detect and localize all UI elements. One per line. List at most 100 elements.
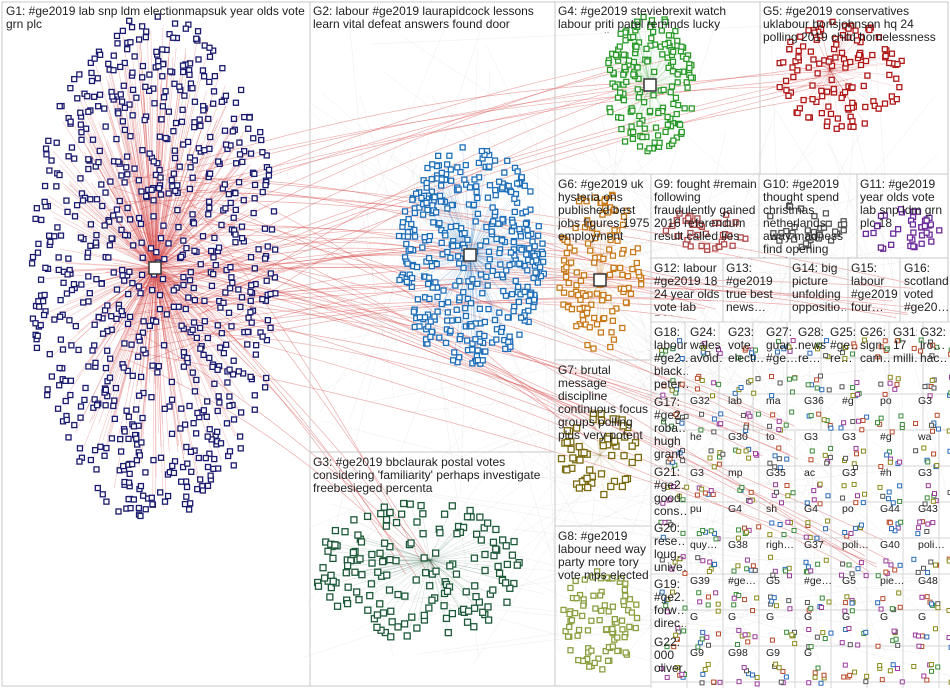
node [124,171,131,178]
node [804,227,811,234]
edge [320,420,943,581]
node [862,103,869,111]
node [88,69,95,77]
node [156,133,163,140]
node [660,500,666,506]
node [104,302,111,309]
edge [561,92,853,638]
node [948,351,950,357]
node [925,570,931,576]
edge [146,31,156,269]
node [484,616,493,624]
node [767,423,773,429]
node [247,373,254,381]
node [190,284,197,292]
node [89,136,97,143]
node [715,631,721,637]
node [205,211,212,218]
edge [137,283,918,309]
group-label-g28: G28: news re… [798,326,826,365]
edge [621,84,651,130]
edge [178,298,909,332]
node [933,562,939,568]
node [62,397,69,405]
node [803,559,809,565]
node [860,448,866,454]
edge [414,577,936,655]
node [168,430,176,437]
node [222,205,229,212]
node [497,261,504,268]
node [614,237,621,244]
node [670,137,677,144]
node [611,437,619,445]
edge [104,314,417,548]
node [618,482,626,491]
node [268,226,276,233]
node [619,221,627,228]
node [472,218,479,225]
node [795,54,802,61]
node [535,223,542,230]
node [68,286,76,294]
node [91,396,98,403]
node [135,333,142,341]
node [597,592,604,599]
group-box [938,573,950,611]
edge [695,449,721,576]
node [584,627,592,634]
node [870,229,877,237]
edge [360,538,431,561]
node [186,154,194,161]
edge [548,443,783,541]
node [404,260,411,267]
node [700,671,706,677]
node [790,338,796,344]
node [678,43,685,50]
node [270,208,278,215]
node [96,91,104,98]
node [152,318,160,325]
node [469,346,476,353]
node [138,439,145,446]
node [674,232,681,240]
node [603,626,610,633]
node [755,411,761,417]
group-label-g15: G15: labour #ge2019 four… [851,262,898,314]
edge [110,267,156,396]
node [204,334,211,342]
edge [496,171,760,315]
node [429,161,436,168]
edge [154,249,238,269]
node [679,355,685,361]
node [220,350,228,357]
node [237,303,244,311]
node [60,279,67,286]
small-group-label: G44 [880,504,900,515]
node [511,195,518,202]
node [662,227,670,234]
node [597,470,606,478]
node [459,144,466,151]
node [810,56,817,63]
edge [318,188,453,414]
node [783,87,790,94]
node [531,243,538,250]
node [56,313,64,320]
node [400,620,409,628]
node [618,125,625,133]
node [750,563,756,569]
edge [636,26,651,86]
node [619,271,626,278]
edge [154,156,248,269]
node [811,488,817,494]
node [640,99,648,106]
node [135,177,142,184]
node [481,332,488,340]
node [731,602,737,608]
node [210,254,217,261]
node [629,265,636,273]
node [895,642,901,648]
node [452,570,461,578]
node [930,342,936,348]
